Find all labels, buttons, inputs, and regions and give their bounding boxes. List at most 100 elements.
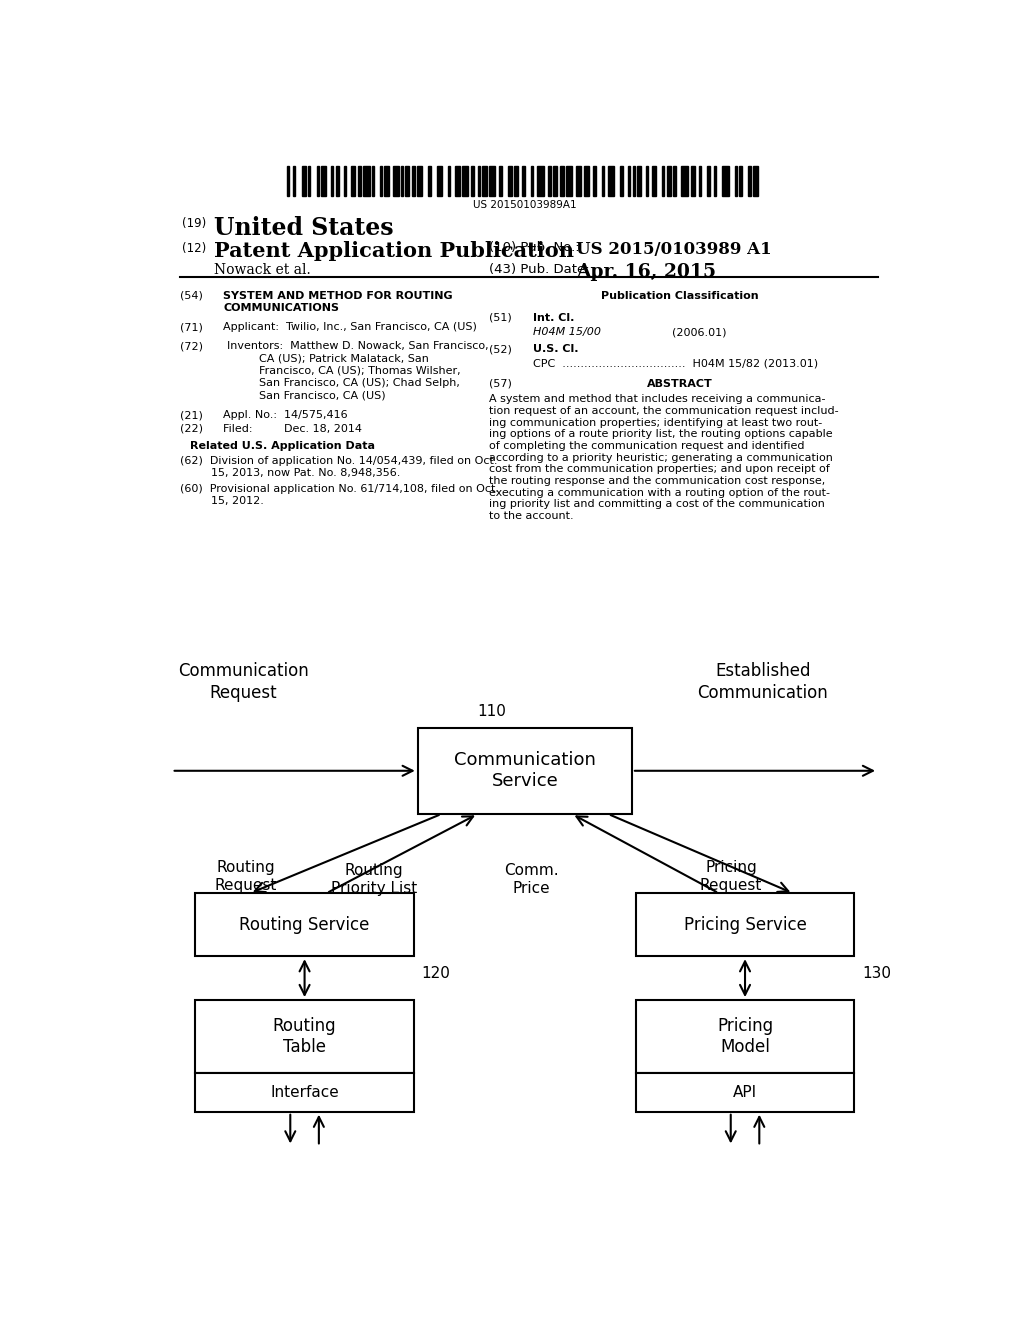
Bar (437, 165, 441, 195)
Text: 130: 130 (862, 966, 891, 982)
Bar (514, 165, 518, 195)
Bar (449, 165, 450, 195)
Text: CPC  ..................................  H04M 15/82 (2013.01): CPC .................................. H… (532, 359, 818, 368)
Bar (636, 1073, 854, 1111)
Bar (593, 165, 596, 195)
Text: Pricing
Model: Pricing Model (717, 1018, 773, 1056)
Text: Related U.S. Application Data: Related U.S. Application Data (190, 441, 375, 451)
Text: (19): (19) (182, 218, 206, 231)
Text: ing options of a route priority list, the routing options capable: ing options of a route priority list, th… (489, 429, 833, 440)
Bar (681, 165, 687, 195)
Text: Routing
Table: Routing Table (272, 1018, 337, 1056)
Bar (401, 165, 403, 195)
Text: US 2015/0103989 A1: US 2015/0103989 A1 (577, 240, 772, 257)
Bar (735, 165, 737, 195)
Bar (637, 165, 641, 195)
Bar (565, 165, 572, 195)
Bar (636, 1001, 854, 1073)
Text: tion request of an account, the communication request includ-: tion request of an account, the communic… (489, 405, 839, 416)
Bar (471, 165, 474, 195)
Text: ABSTRACT: ABSTRACT (647, 379, 713, 389)
Text: Pricing Service: Pricing Service (684, 916, 807, 933)
Bar (482, 165, 487, 195)
Text: (43) Pub. Date:: (43) Pub. Date: (489, 263, 590, 276)
Text: Francisco, CA (US); Thomas Wilsher,: Francisco, CA (US); Thomas Wilsher, (259, 366, 461, 376)
Bar (754, 165, 758, 195)
Text: (21): (21) (179, 411, 203, 421)
Bar (628, 165, 630, 195)
Bar (673, 165, 677, 195)
Bar (560, 165, 563, 195)
Bar (489, 165, 496, 195)
Bar (406, 165, 409, 195)
Text: CA (US); Patrick Malatack, San: CA (US); Patrick Malatack, San (259, 354, 429, 363)
Bar (662, 165, 665, 195)
Text: Patent Application Publication: Patent Application Publication (214, 240, 573, 261)
Text: (62)  Division of application No. 14/054,439, filed on Oct.: (62) Division of application No. 14/054,… (179, 457, 497, 466)
Bar (708, 165, 711, 195)
Bar (500, 165, 502, 195)
Text: ing priority list and committing a cost of the communication: ing priority list and committing a cost … (489, 499, 825, 510)
Bar (344, 165, 346, 195)
Bar (428, 165, 431, 195)
Bar (316, 165, 319, 195)
Bar (418, 165, 422, 195)
Bar (413, 165, 416, 195)
Text: API: API (733, 1085, 757, 1100)
Text: Int. Cl.: Int. Cl. (532, 313, 574, 323)
Bar (698, 165, 701, 195)
Text: (52): (52) (489, 345, 512, 354)
Text: Routing
Request: Routing Request (214, 859, 276, 894)
Text: Established
Communication: Established Communication (697, 661, 828, 702)
Text: H04M 15/00: H04M 15/00 (532, 327, 601, 337)
Text: (22): (22) (179, 424, 203, 434)
Text: 15, 2012.: 15, 2012. (211, 496, 264, 506)
Bar (308, 165, 310, 195)
Bar (652, 165, 655, 195)
Text: Routing
Priority List: Routing Priority List (331, 863, 417, 896)
Text: Appl. No.:  14/575,416: Appl. No.: 14/575,416 (223, 411, 348, 421)
Bar (196, 1001, 414, 1073)
Text: cost from the communication properties; and upon receipt of: cost from the communication properties; … (489, 465, 829, 474)
Text: United States: United States (214, 216, 393, 240)
Text: Routing Service: Routing Service (240, 916, 370, 933)
Text: Inventors:  Matthew D. Nowack, San Francisco,: Inventors: Matthew D. Nowack, San Franci… (227, 342, 488, 351)
Text: SYSTEM AND METHOD FOR ROUTING: SYSTEM AND METHOD FOR ROUTING (223, 290, 453, 301)
Bar (646, 165, 648, 195)
Text: 120: 120 (422, 966, 451, 982)
Bar (575, 165, 581, 195)
Bar (477, 165, 480, 195)
Bar (722, 165, 728, 195)
Bar (584, 165, 589, 195)
Bar (608, 165, 614, 195)
Bar (522, 165, 524, 195)
Bar (667, 165, 671, 195)
Bar (602, 165, 604, 195)
Text: (12): (12) (182, 242, 206, 255)
Bar (553, 165, 557, 195)
Text: Nowack et al.: Nowack et al. (214, 263, 310, 277)
Bar (738, 165, 742, 195)
Bar (336, 165, 339, 195)
Bar (384, 165, 389, 195)
Text: (10) Pub. No.:: (10) Pub. No.: (489, 240, 580, 253)
Text: 110: 110 (477, 705, 506, 719)
Bar (196, 894, 414, 956)
Bar (636, 894, 854, 956)
Bar (621, 165, 623, 195)
Text: (54): (54) (179, 290, 203, 301)
Bar (530, 165, 534, 195)
Bar (691, 165, 695, 195)
Bar (380, 165, 382, 195)
Text: of completing the communication request and identified: of completing the communication request … (489, 441, 805, 451)
Text: Filed:         Dec. 18, 2014: Filed: Dec. 18, 2014 (223, 424, 362, 434)
Bar (294, 165, 295, 195)
Bar (351, 165, 355, 195)
Bar (462, 165, 468, 195)
Text: (72): (72) (179, 342, 203, 351)
Text: San Francisco, CA (US): San Francisco, CA (US) (259, 391, 386, 400)
Bar (322, 165, 327, 195)
Text: (71): (71) (179, 322, 203, 333)
Bar (418, 727, 632, 814)
Bar (714, 165, 716, 195)
